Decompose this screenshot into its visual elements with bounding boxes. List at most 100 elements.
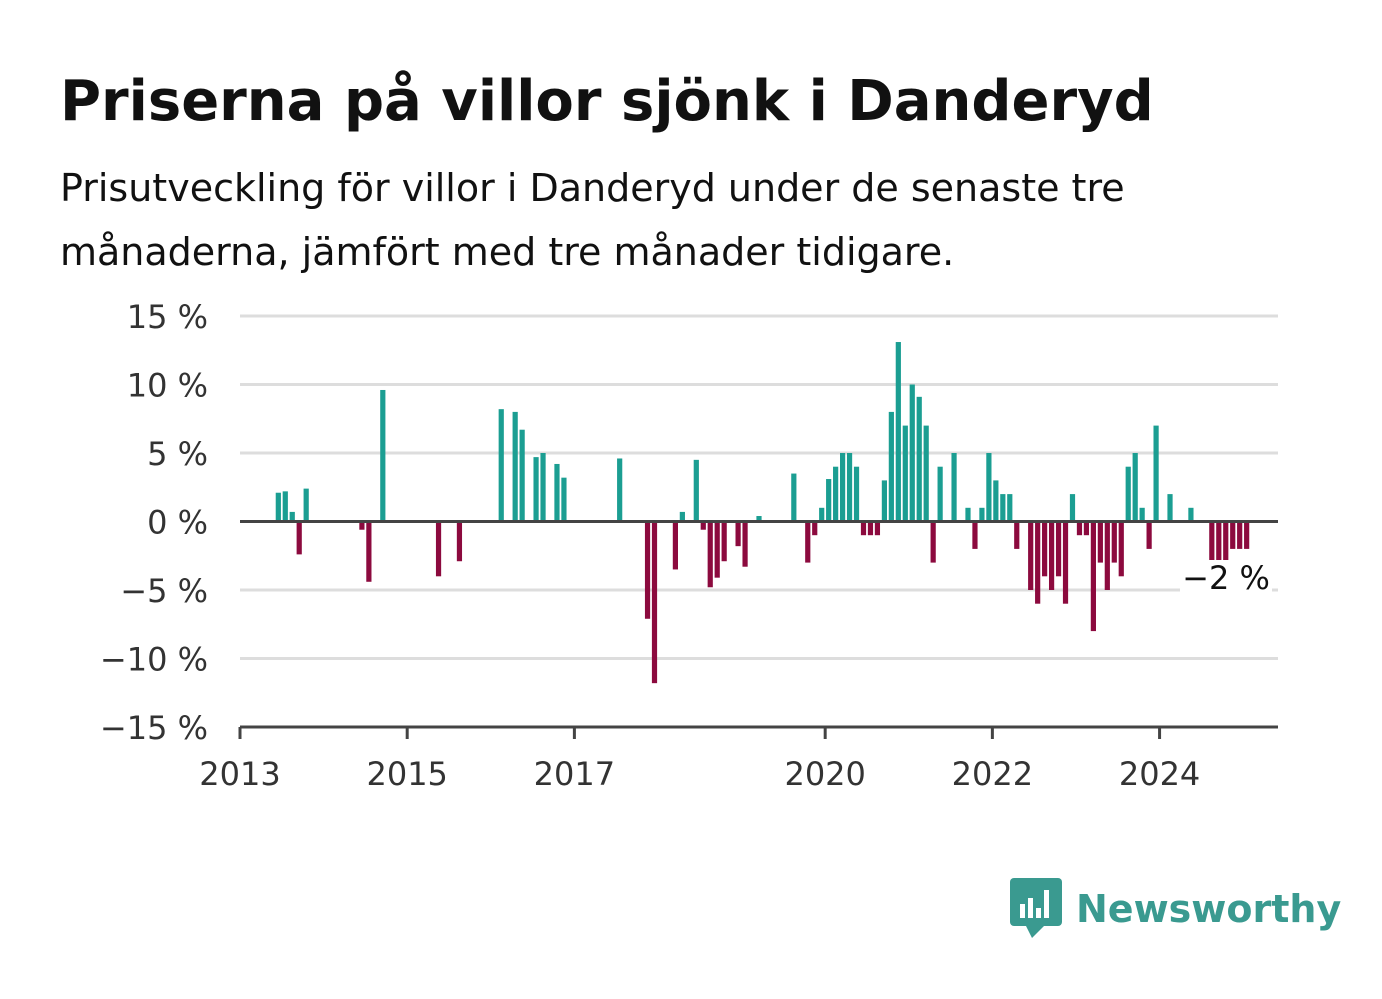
bar [512, 411, 518, 522]
bar [819, 507, 825, 522]
brand-logo: Newsworthy [1010, 878, 1341, 940]
bar [833, 466, 839, 522]
y-tick-label: 5 % [147, 435, 208, 473]
bar [1167, 494, 1173, 522]
bar [930, 521, 936, 563]
bar [1048, 521, 1055, 590]
bar [902, 425, 908, 522]
bar [986, 453, 992, 522]
x-tick-label: 2017 [534, 755, 615, 793]
bar [993, 480, 999, 522]
bar [1209, 521, 1215, 563]
bar [881, 480, 887, 522]
bar [519, 429, 525, 522]
x-tick-label: 2022 [952, 755, 1033, 793]
x-tick-label: 2020 [784, 755, 865, 793]
y-tick-label: 10 % [127, 367, 208, 405]
bar [282, 491, 288, 522]
bar [693, 459, 699, 522]
bar [1104, 521, 1110, 590]
bar [1132, 453, 1138, 522]
bar [742, 521, 748, 567]
bar [498, 409, 504, 522]
bar [714, 521, 720, 578]
y-tick-label: 15 % [127, 298, 208, 336]
bar [937, 466, 943, 522]
bar [1028, 521, 1034, 590]
chart-subtitle: Prisutveckling för villor i Danderyd und… [60, 166, 1125, 274]
bar [1139, 507, 1145, 522]
bar [1146, 521, 1152, 549]
bar [1083, 521, 1090, 536]
bar [909, 384, 915, 522]
newsworthy-logo-icon [1010, 878, 1062, 938]
bar [1076, 521, 1083, 536]
bar [965, 507, 971, 522]
bar [1111, 521, 1117, 563]
bar [554, 463, 560, 522]
bar [1125, 466, 1131, 522]
bar [275, 492, 281, 522]
bar [1216, 521, 1222, 563]
bar [456, 521, 463, 562]
y-tick-label: −10 % [100, 641, 208, 679]
bar [923, 425, 929, 522]
bar [561, 477, 567, 522]
bar [1055, 521, 1062, 577]
bar [289, 511, 295, 522]
bar [651, 521, 658, 684]
axes [238, 520, 1278, 739]
bar [895, 342, 901, 522]
bar [867, 521, 874, 536]
bar [1007, 494, 1013, 522]
bar [359, 521, 365, 530]
bar [874, 521, 881, 536]
brand-name: Newsworthy [1076, 887, 1342, 931]
x-tick-label: 2024 [1119, 755, 1200, 793]
y-tick-label: 0 % [147, 504, 208, 542]
bar [1069, 494, 1076, 522]
x-tick-label: 2015 [366, 755, 447, 793]
bar [700, 521, 706, 530]
bar [1097, 521, 1103, 563]
bar [951, 453, 957, 522]
bar [756, 516, 762, 522]
bar [1237, 521, 1243, 549]
bar [1035, 521, 1041, 604]
last-value-annotation: −2 % [1182, 559, 1270, 597]
bar [812, 521, 818, 536]
grid-lines [240, 314, 1278, 660]
bar [805, 521, 811, 563]
bar [303, 488, 309, 522]
bar [679, 511, 685, 522]
bar [296, 521, 302, 555]
bar [1118, 521, 1124, 577]
x-tick-label: 2013 [199, 755, 280, 793]
bar [366, 521, 372, 582]
bar [853, 466, 860, 522]
bar [435, 521, 442, 577]
bar [1014, 521, 1020, 549]
bar-chart: 15 % 10 % 5 % 0 % −5 % −10 % −15 % 2013 2015 2017… [100, 298, 1278, 793]
bars [275, 342, 1250, 684]
y-tick-label: −5 % [120, 572, 208, 610]
bar [1042, 521, 1048, 577]
annotation-background [1180, 560, 1272, 602]
bar [380, 389, 386, 522]
bar [1223, 521, 1229, 563]
bar [1244, 521, 1250, 549]
bar [707, 521, 713, 588]
bar [1000, 494, 1006, 522]
bar [916, 396, 922, 522]
bar [721, 521, 727, 562]
bar [840, 453, 846, 522]
chart-title: Priserna på villor sjönk i Danderyd [60, 69, 1154, 134]
bar [540, 453, 546, 522]
bar [672, 521, 678, 570]
tick-labels: 15 % 10 % 5 % 0 % −5 % −10 % −15 % 2013 2015 2017… [100, 298, 1272, 793]
bar [972, 521, 978, 549]
bar [826, 479, 832, 522]
bar [735, 521, 741, 547]
bar [979, 507, 985, 522]
bar [1230, 521, 1236, 549]
